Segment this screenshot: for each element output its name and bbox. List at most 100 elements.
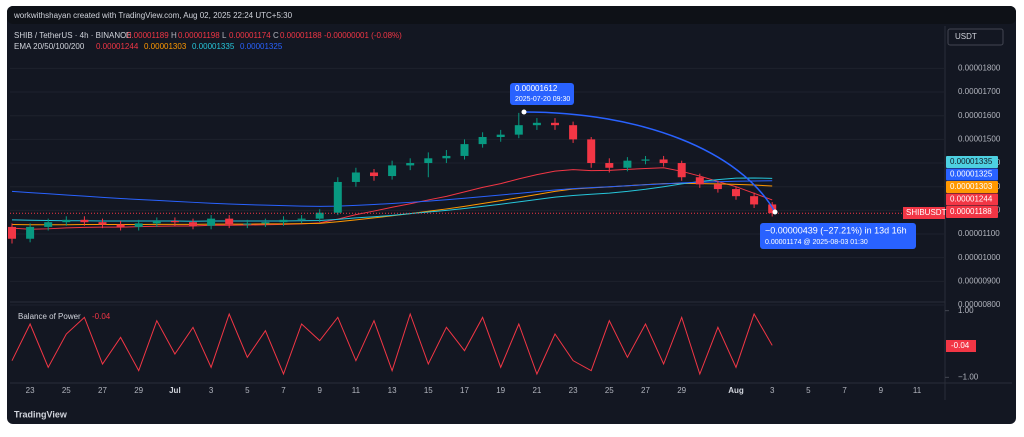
candle-body xyxy=(370,172,378,177)
candle-body xyxy=(406,163,415,166)
x-tick-label: 27 xyxy=(641,386,650,395)
candle-body xyxy=(587,139,596,164)
high-price: 0.00001612 xyxy=(515,84,558,93)
high-box xyxy=(510,83,574,105)
candle-body xyxy=(659,159,668,164)
x-tick-label: 25 xyxy=(62,386,71,395)
candle-body xyxy=(713,184,722,190)
candle-body xyxy=(116,224,125,227)
ohlc-key: L xyxy=(222,31,227,40)
ema-value: 0.00001303 xyxy=(144,42,187,51)
annotations: 0.00001612 2025-07-20 09:30 −0.00000439 … xyxy=(510,83,947,249)
price-tag: 0.00001188 xyxy=(950,207,992,216)
candle-body xyxy=(442,155,451,159)
candle-body xyxy=(8,226,16,239)
y-tick-label: 0.00001800 xyxy=(958,64,1001,73)
x-tick-label: Jul xyxy=(169,386,181,395)
candle-body xyxy=(768,204,777,214)
y-tick-label: −1.00 xyxy=(958,372,979,381)
x-tick-label: 7 xyxy=(842,386,847,395)
pane-tag: -0.04 xyxy=(951,341,970,350)
measure-arc xyxy=(523,111,776,213)
ohlc-value: 0.00001174 xyxy=(229,31,271,40)
bop-line xyxy=(11,312,773,376)
x-tick-label: 3 xyxy=(209,386,214,395)
ohlc-key: H xyxy=(171,31,177,40)
x-tick-label: 5 xyxy=(245,386,250,395)
ema-line xyxy=(11,180,773,207)
price-tag-box xyxy=(946,156,998,168)
x-tick-label: 29 xyxy=(677,386,686,395)
price-tag-box xyxy=(946,193,998,206)
y-tick-label: 0.00001500 xyxy=(958,134,1001,143)
x-tick-label: 9 xyxy=(879,386,884,395)
x-tick-label: 17 xyxy=(460,386,469,395)
candle-body xyxy=(80,219,89,223)
currency-button[interactable] xyxy=(947,28,1004,46)
price-tag: 0.00001303 xyxy=(950,182,993,191)
low-detail: 0.00001174 @ 2025-08-03 01:30 xyxy=(765,239,868,246)
x-tick-label: 23 xyxy=(569,386,578,395)
ohlc-value: 0.00001189 xyxy=(127,31,169,40)
candle-body xyxy=(98,222,107,225)
x-tick-label: 19 xyxy=(496,386,505,395)
y-tick-label: 0.00001600 xyxy=(958,111,1001,120)
x-tick-label: 23 xyxy=(26,386,35,395)
candle-body xyxy=(26,226,35,239)
candle-body xyxy=(695,177,704,185)
y-tick-label: 0.00001100 xyxy=(958,229,1000,238)
x-tick-label: 3 xyxy=(770,386,775,395)
price-tag-box xyxy=(946,206,998,218)
candle-body xyxy=(532,122,541,126)
ohlc-value: 0.00001198 xyxy=(178,31,220,40)
high-time: 2025-07-20 09:30 xyxy=(515,96,570,103)
x-tick-label: 11 xyxy=(913,386,922,395)
x-tick-label: 27 xyxy=(98,386,107,395)
candle-body xyxy=(333,181,342,213)
ohlc-value: 0.00001188 xyxy=(280,31,322,40)
pane-title: Balance of Power xyxy=(18,312,81,321)
y-tick-label: 0.00001700 xyxy=(958,87,1001,96)
candle-body xyxy=(496,134,505,138)
candle-body xyxy=(351,172,360,182)
header-bar xyxy=(7,6,1016,24)
candle-body xyxy=(134,223,143,227)
price-tag: 0.00001335 xyxy=(950,157,993,166)
candle-body xyxy=(261,222,270,224)
x-tick-label: 21 xyxy=(532,386,541,395)
ema-value: 0.00001244 xyxy=(96,42,139,51)
price-tag: 0.00001325 xyxy=(950,170,993,179)
candle-body xyxy=(297,218,306,220)
change-box xyxy=(760,223,916,249)
candle-body xyxy=(388,165,397,177)
x-tick-label: Aug xyxy=(728,386,744,395)
y-tick-label: 1.00 xyxy=(958,306,974,315)
currency[interactable]: USDT xyxy=(955,32,977,41)
x-tick-label: 13 xyxy=(388,386,397,395)
candle-body xyxy=(569,125,578,140)
price-tag-box xyxy=(946,181,998,193)
ema-value: 0.00001335 xyxy=(192,42,235,51)
symbol: SHIB / TetherUS · 4h · BINANCE xyxy=(14,31,131,40)
price-tag-box xyxy=(946,168,998,181)
candle-body xyxy=(243,223,252,225)
candle-body xyxy=(44,222,53,227)
ohlc-key: C xyxy=(273,31,279,40)
credit: workwithshayan created with TradingView.… xyxy=(13,11,293,20)
symbol-tag-box xyxy=(903,207,945,219)
ohlc-key: O xyxy=(120,31,126,40)
candle-body xyxy=(460,144,469,156)
x-tick-label: 5 xyxy=(806,386,811,395)
symbol-tag: SHIBUSDT xyxy=(906,208,947,217)
candle-body xyxy=(605,163,614,168)
x-tick-label: 25 xyxy=(605,386,614,395)
candle-body xyxy=(478,137,487,145)
panel xyxy=(7,6,1016,424)
y-tick-label: 0.00000800 xyxy=(958,300,1001,309)
y-tick-label: 0.00000900 xyxy=(958,276,1001,285)
candle-body xyxy=(279,219,288,223)
candle-body xyxy=(315,212,324,219)
candle-body xyxy=(623,160,632,168)
